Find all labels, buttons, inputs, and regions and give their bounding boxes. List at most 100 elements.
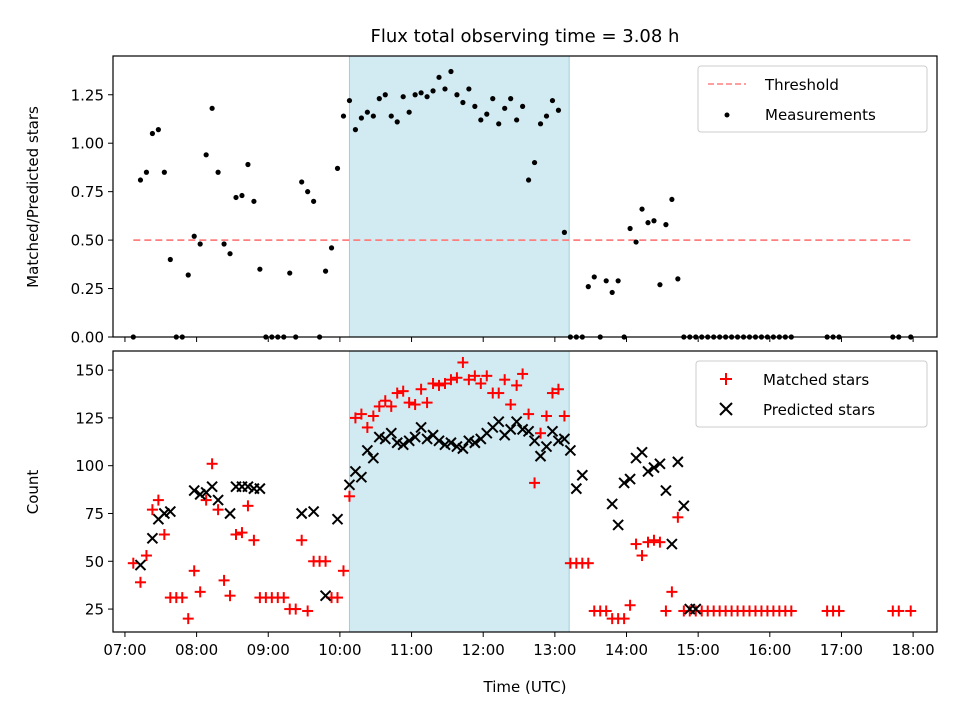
predicted-star-stroke bbox=[397, 438, 409, 451]
predicted-star-stroke bbox=[427, 429, 439, 441]
measurement-point bbox=[537, 121, 544, 127]
matched-star-point bbox=[546, 387, 558, 399]
measurement-point bbox=[155, 127, 161, 133]
predicted-star-stroke bbox=[510, 416, 523, 428]
predicted-star-point bbox=[606, 498, 618, 510]
measurement-point bbox=[478, 117, 484, 123]
legend-measurements-label: Measurements bbox=[765, 106, 876, 124]
bottom-axes-frame bbox=[112, 350, 938, 633]
matched-star-point bbox=[302, 605, 314, 617]
matched-star-point bbox=[535, 427, 547, 439]
predicted-star-point bbox=[546, 425, 559, 437]
measurement-point bbox=[502, 105, 508, 111]
matched-star-point bbox=[636, 550, 648, 562]
measurement-point bbox=[346, 97, 353, 104]
x-tick-label: 13:00 bbox=[533, 641, 576, 659]
legend-matched-swatch bbox=[720, 373, 732, 385]
predicted-star-stroke bbox=[516, 423, 529, 436]
matched-star-point bbox=[194, 586, 206, 598]
matched-star-point bbox=[654, 536, 666, 548]
matched-star-point bbox=[403, 397, 415, 409]
bottom-y-tick-label: 150 bbox=[75, 362, 104, 380]
matched-star-point bbox=[127, 557, 139, 569]
predicted-star-stroke bbox=[636, 446, 648, 459]
matched-star-point bbox=[152, 494, 164, 506]
matched-star-point bbox=[517, 368, 529, 380]
matched-star-point bbox=[511, 379, 523, 391]
predicted-star-point bbox=[445, 437, 457, 449]
predicted-star-point bbox=[642, 465, 654, 478]
predicted-star-stroke bbox=[391, 437, 403, 449]
predicted-star-stroke bbox=[343, 479, 356, 491]
matched-star-point bbox=[540, 410, 552, 422]
matched-star-point bbox=[660, 605, 672, 617]
matched-star-point bbox=[624, 599, 636, 611]
predicted-star-point bbox=[576, 469, 589, 481]
measurement-point bbox=[472, 103, 478, 109]
matched-star-point bbox=[367, 410, 379, 422]
measurement-point bbox=[406, 109, 412, 115]
predicted-star-point bbox=[397, 438, 409, 451]
matched-star-point bbox=[421, 397, 433, 409]
measurement-point bbox=[358, 115, 364, 121]
predicted-star-point bbox=[367, 452, 380, 464]
predicted-star-stroke bbox=[307, 505, 320, 518]
predicted-star-point bbox=[672, 456, 684, 468]
predicted-star-stroke bbox=[188, 484, 200, 497]
x-tick-label: 11:00 bbox=[390, 641, 433, 659]
chart-title: Flux total observing time = 3.08 h bbox=[371, 26, 680, 47]
measurement-point bbox=[448, 68, 454, 75]
predicted-star-stroke bbox=[463, 435, 475, 447]
predicted-star-stroke bbox=[164, 505, 177, 518]
measurement-point bbox=[669, 196, 675, 203]
matched-star-point bbox=[290, 603, 302, 615]
legend-matched-label: Matched stars bbox=[763, 371, 869, 389]
predicted-star-stroke bbox=[624, 473, 636, 485]
predicted-star-stroke bbox=[403, 435, 415, 447]
matched-star-point bbox=[236, 527, 248, 539]
bottom-panel: 25 50 75 100 125 150 07:00 08:00 09:00 10:00 11:00… bbox=[75, 350, 938, 659]
matched-star-point bbox=[469, 370, 481, 382]
predicted-star-stroke bbox=[540, 440, 553, 453]
matched-star-point bbox=[158, 529, 170, 541]
predicted-star-point bbox=[212, 494, 224, 506]
matched-star-point bbox=[134, 576, 146, 588]
predicted-star-stroke bbox=[612, 519, 624, 531]
predicted-star-point bbox=[188, 484, 200, 497]
measurement-point bbox=[311, 198, 317, 204]
measurement-point bbox=[561, 229, 568, 235]
measurement-point bbox=[412, 92, 418, 98]
predicted-star-stroke bbox=[654, 458, 666, 470]
top-legend-box bbox=[697, 65, 928, 133]
predicted-star-stroke bbox=[146, 532, 159, 545]
measurement-point bbox=[633, 239, 639, 245]
bottom-y-tick-label: 50 bbox=[85, 553, 104, 571]
predicted-star-stroke bbox=[564, 444, 577, 457]
bottom-y-axis-label: Count bbox=[24, 470, 42, 515]
predicted-star-stroke bbox=[385, 427, 397, 439]
matched-star-point bbox=[451, 372, 463, 384]
measurement-point bbox=[257, 266, 263, 272]
measurement-point bbox=[137, 177, 144, 183]
measurement-point bbox=[322, 268, 329, 274]
predicted-star-point bbox=[433, 435, 445, 447]
predicted-star-stroke bbox=[534, 450, 547, 462]
top-y-tick-label: 0.00 bbox=[71, 329, 104, 347]
measurement-point bbox=[400, 94, 406, 100]
matched-star-point bbox=[248, 534, 260, 546]
measurement-point bbox=[514, 117, 520, 123]
predicted-star-stroke bbox=[606, 498, 618, 510]
legend-measurements-swatch bbox=[724, 112, 730, 118]
predicted-star-point bbox=[528, 435, 541, 447]
measurement-point bbox=[454, 92, 460, 98]
top-y-tick-label: 1.25 bbox=[71, 86, 104, 104]
matched-star-point bbox=[200, 494, 212, 506]
predicted-star-point bbox=[660, 484, 672, 497]
x-tick-label: 15:00 bbox=[677, 641, 720, 659]
matched-star-point bbox=[206, 458, 218, 470]
predicted-star-stroke bbox=[469, 437, 481, 449]
matched-star-point bbox=[224, 590, 236, 602]
measurement-point bbox=[328, 245, 335, 251]
measurement-point bbox=[525, 177, 532, 183]
measurement-point bbox=[334, 165, 341, 171]
